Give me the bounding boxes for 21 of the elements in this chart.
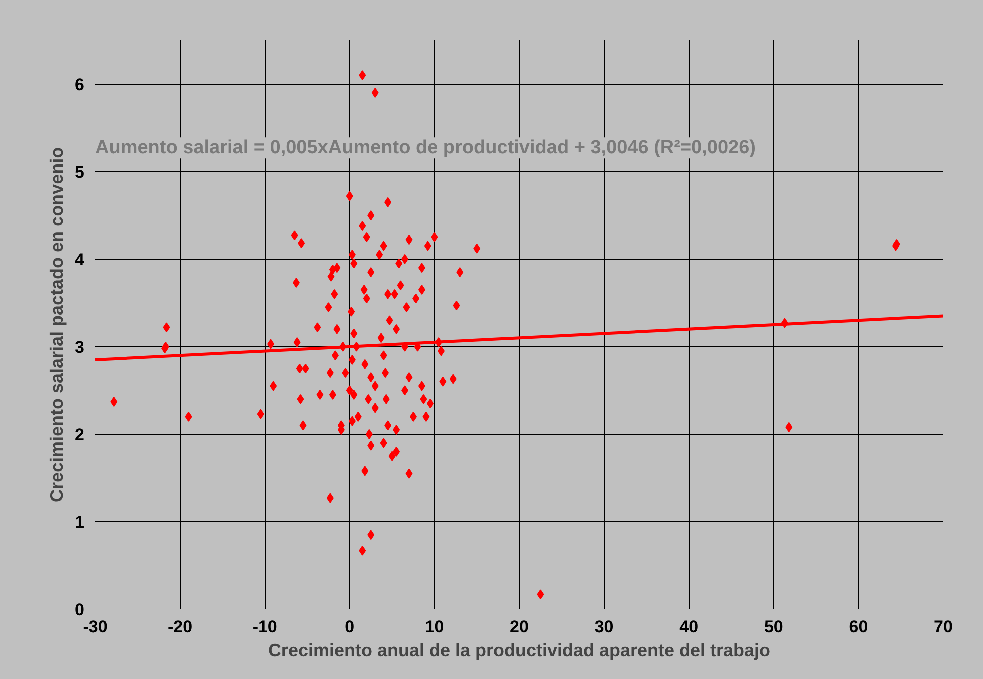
y-tick-label: 4 bbox=[75, 250, 86, 270]
y-tick-label: 5 bbox=[75, 162, 85, 182]
x-tick-label: 30 bbox=[594, 618, 614, 636]
y-tick-label: 1 bbox=[75, 512, 85, 532]
x-tick-label: 10 bbox=[425, 618, 444, 636]
y-tick-label: 3 bbox=[75, 338, 85, 357]
x-tick-label: 0 bbox=[345, 618, 355, 636]
x-tick-label: -10 bbox=[252, 618, 278, 636]
y-tick-label: 0 bbox=[75, 600, 85, 620]
x-tick-label: 20 bbox=[510, 618, 529, 636]
x-tick-label: -30 bbox=[83, 618, 108, 636]
y-axis-title: Crecimiento salarial pactado en convenio bbox=[47, 147, 68, 503]
y-tick-label: 2 bbox=[75, 425, 85, 444]
annotation: Aumento salarial = 0,005xAumento de productividad + 3,0046 (R²=0,0026) bbox=[96, 138, 756, 159]
x-tick-label: 70 bbox=[934, 618, 953, 636]
x-tick-label: -20 bbox=[168, 618, 193, 636]
x-tick-label: 50 bbox=[764, 618, 784, 636]
y-tick-label: 6 bbox=[75, 75, 85, 94]
x-tick-label: 40 bbox=[680, 618, 699, 636]
x-tick-label: 60 bbox=[849, 618, 868, 636]
x-axis-title: Crecimiento anual de la productividad aparente del trabajo bbox=[268, 640, 771, 660]
